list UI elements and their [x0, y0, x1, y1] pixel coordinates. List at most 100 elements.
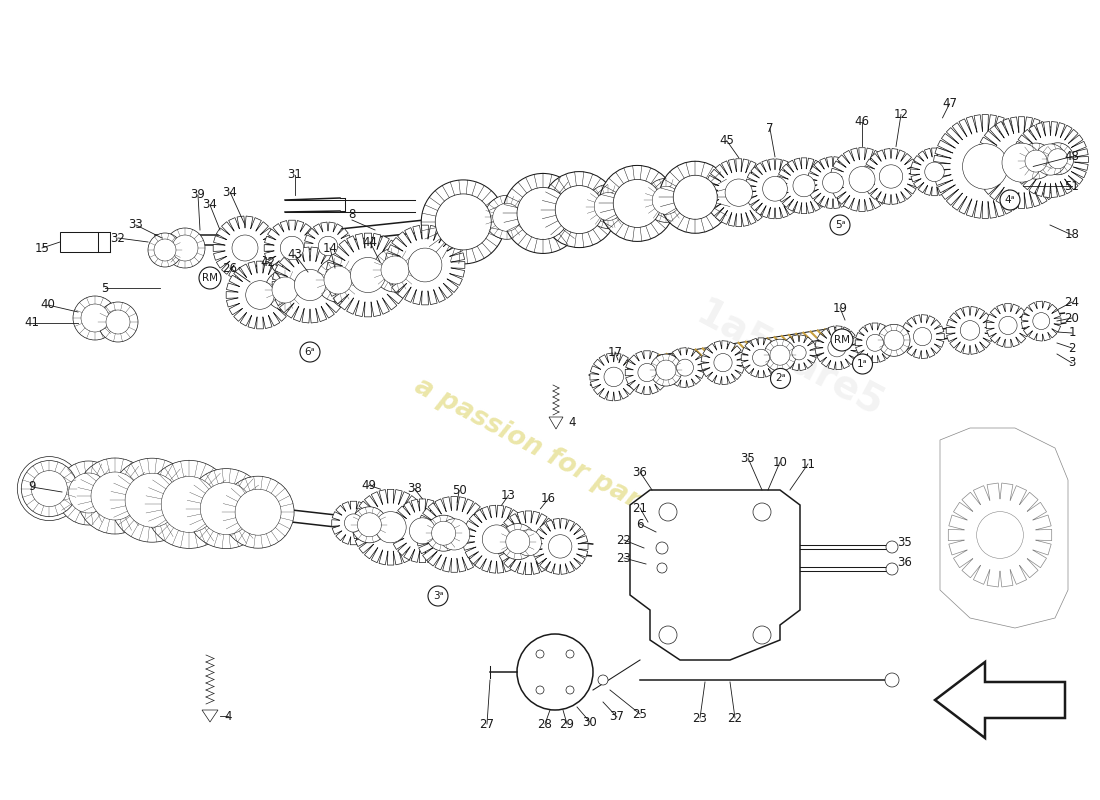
Circle shape — [598, 675, 608, 685]
Circle shape — [536, 686, 544, 694]
Circle shape — [56, 461, 121, 525]
Circle shape — [375, 512, 406, 543]
Circle shape — [503, 174, 583, 254]
Circle shape — [409, 518, 436, 544]
Circle shape — [725, 179, 752, 206]
Circle shape — [1042, 142, 1074, 174]
Polygon shape — [781, 334, 816, 370]
Circle shape — [638, 363, 656, 382]
Circle shape — [793, 174, 815, 197]
Circle shape — [764, 339, 796, 371]
Circle shape — [536, 650, 544, 658]
Circle shape — [200, 482, 252, 534]
Text: 2ᵃ: 2ᵃ — [776, 374, 785, 383]
Text: 34: 34 — [202, 198, 218, 211]
Polygon shape — [946, 306, 993, 354]
Polygon shape — [948, 483, 1052, 587]
Circle shape — [566, 686, 574, 694]
Text: 48: 48 — [1065, 150, 1079, 163]
Text: 3: 3 — [1068, 357, 1076, 370]
Polygon shape — [213, 216, 277, 280]
Circle shape — [428, 586, 448, 606]
Circle shape — [68, 473, 109, 513]
Text: 13: 13 — [502, 489, 516, 502]
Text: 40: 40 — [41, 298, 55, 311]
Circle shape — [31, 470, 67, 506]
Circle shape — [566, 650, 574, 658]
Circle shape — [657, 563, 667, 573]
Polygon shape — [666, 348, 705, 387]
Text: RM: RM — [202, 273, 218, 283]
Text: 21: 21 — [632, 502, 648, 514]
Text: 39: 39 — [190, 189, 206, 202]
Circle shape — [884, 330, 904, 350]
Text: 31: 31 — [287, 169, 303, 182]
Polygon shape — [327, 233, 410, 317]
Circle shape — [77, 458, 153, 534]
Circle shape — [645, 178, 689, 222]
Polygon shape — [390, 499, 454, 562]
Polygon shape — [590, 353, 638, 401]
Circle shape — [1000, 190, 1020, 210]
Circle shape — [650, 354, 682, 386]
Text: 6: 6 — [636, 518, 644, 530]
Circle shape — [999, 316, 1018, 334]
Circle shape — [886, 563, 898, 575]
Polygon shape — [864, 149, 918, 205]
Circle shape — [265, 270, 305, 310]
Circle shape — [436, 194, 492, 250]
Polygon shape — [227, 261, 294, 329]
Circle shape — [849, 166, 875, 193]
Circle shape — [1033, 313, 1049, 330]
Circle shape — [517, 187, 569, 239]
Circle shape — [106, 310, 130, 334]
Circle shape — [485, 195, 529, 239]
Text: 22: 22 — [727, 711, 742, 725]
Circle shape — [506, 530, 530, 554]
Circle shape — [600, 166, 675, 242]
Text: 26: 26 — [222, 262, 238, 274]
Circle shape — [1018, 143, 1054, 179]
Circle shape — [676, 359, 693, 376]
Text: 51: 51 — [1065, 180, 1079, 193]
Text: 46: 46 — [855, 115, 869, 128]
Polygon shape — [385, 225, 465, 305]
Text: 34: 34 — [222, 186, 238, 198]
Text: 23: 23 — [693, 711, 707, 725]
Text: 50: 50 — [452, 484, 466, 497]
Text: 4: 4 — [224, 710, 232, 722]
Circle shape — [381, 256, 409, 284]
Polygon shape — [705, 158, 772, 226]
Circle shape — [1002, 143, 1041, 182]
Text: 25: 25 — [632, 707, 648, 721]
Text: 15: 15 — [34, 242, 50, 254]
Text: 41: 41 — [24, 317, 40, 330]
Circle shape — [614, 179, 661, 227]
Circle shape — [351, 258, 386, 293]
Circle shape — [830, 329, 852, 351]
Text: 18: 18 — [1065, 229, 1079, 242]
Circle shape — [546, 663, 564, 681]
Text: 1: 1 — [1068, 326, 1076, 339]
Text: 14: 14 — [322, 242, 338, 254]
Text: 1a5pare5: 1a5pare5 — [690, 294, 890, 426]
Text: 45: 45 — [719, 134, 734, 147]
Circle shape — [770, 346, 790, 365]
Circle shape — [867, 334, 883, 351]
Polygon shape — [202, 710, 218, 722]
Polygon shape — [332, 502, 375, 545]
Circle shape — [431, 522, 455, 546]
Polygon shape — [532, 518, 588, 574]
Text: 32: 32 — [111, 231, 125, 245]
Circle shape — [300, 342, 320, 362]
Text: 4ᵃ: 4ᵃ — [1004, 195, 1015, 205]
Text: 28: 28 — [538, 718, 552, 730]
Polygon shape — [630, 490, 800, 660]
Circle shape — [426, 515, 462, 551]
Circle shape — [960, 321, 980, 340]
Circle shape — [232, 235, 258, 261]
Circle shape — [493, 203, 520, 231]
Text: 29: 29 — [560, 718, 574, 730]
Circle shape — [1025, 150, 1047, 172]
Circle shape — [541, 171, 617, 247]
